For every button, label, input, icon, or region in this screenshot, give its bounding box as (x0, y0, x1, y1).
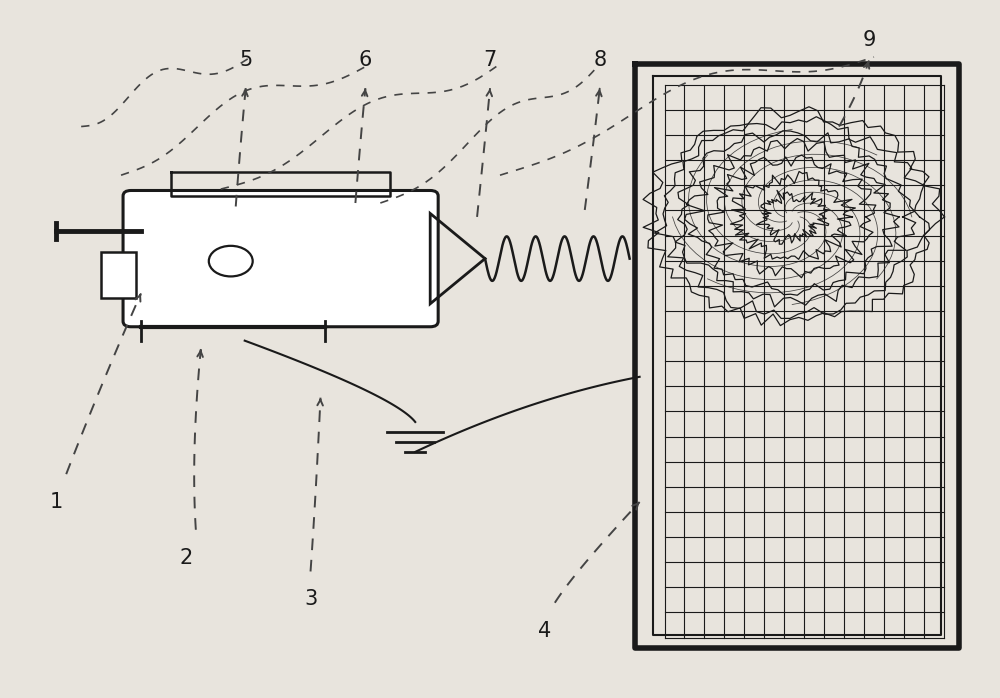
Text: 9: 9 (862, 29, 876, 50)
Text: 7: 7 (483, 50, 497, 70)
Text: 2: 2 (179, 547, 192, 567)
Text: 1: 1 (50, 492, 63, 512)
Text: 4: 4 (538, 621, 552, 641)
Text: 5: 5 (239, 50, 252, 70)
Text: 3: 3 (304, 589, 317, 609)
FancyBboxPatch shape (123, 191, 438, 327)
Bar (101, 253, 136, 297)
Text: 8: 8 (593, 50, 606, 70)
Text: 6: 6 (359, 50, 372, 70)
